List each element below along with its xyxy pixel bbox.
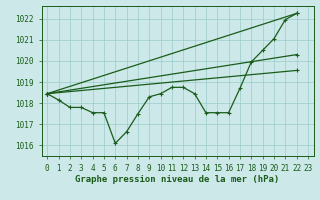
X-axis label: Graphe pression niveau de la mer (hPa): Graphe pression niveau de la mer (hPa) — [76, 175, 280, 184]
